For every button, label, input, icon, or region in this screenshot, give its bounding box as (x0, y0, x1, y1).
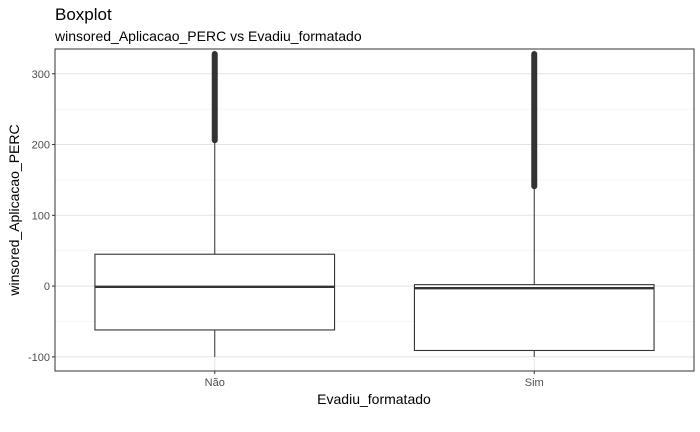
y-tick-label: -100 (28, 352, 50, 364)
box-Não (94, 50, 336, 357)
y-axis: -100 0 100 200 300 (28, 69, 55, 364)
box-iqr (413, 284, 655, 352)
x-tick-label: Sim (525, 377, 544, 389)
plot-border (54, 48, 695, 372)
x-axis: Não Sim (205, 371, 544, 389)
y-tick-label: 300 (32, 69, 50, 81)
box-iqr (94, 253, 336, 331)
x-tick-label: Não (205, 377, 225, 389)
box-Sim (413, 50, 655, 357)
y-tick-label: 100 (32, 210, 50, 222)
x-axis-title: Evadiu_formatado (317, 391, 431, 407)
y-axis-title: winsored_Aplicacao_PERC (6, 124, 22, 296)
boxes (94, 50, 655, 357)
chart-subtitle: winsored_Aplicacao_PERC vs Evadiu_format… (55, 28, 362, 44)
y-tick-label: 200 (32, 140, 50, 152)
chart-title: Boxplot (55, 5, 112, 24)
y-tick-label: 0 (44, 281, 50, 293)
